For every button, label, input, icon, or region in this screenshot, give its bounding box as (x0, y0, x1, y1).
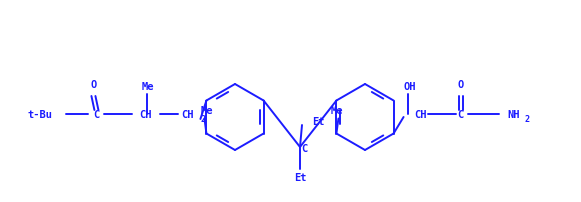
Text: Et: Et (312, 116, 324, 126)
Text: Me: Me (141, 82, 153, 92)
Text: C: C (457, 109, 464, 119)
Text: O: O (457, 80, 464, 89)
Text: CH: CH (181, 109, 193, 119)
Text: O: O (90, 80, 96, 89)
Text: 2: 2 (525, 114, 529, 123)
Text: CH: CH (139, 109, 152, 119)
Text: 2: 2 (200, 114, 206, 123)
Text: OH: OH (403, 82, 416, 92)
Text: t-Bu: t-Bu (27, 109, 52, 119)
Text: C: C (94, 109, 99, 119)
Text: CH: CH (415, 109, 427, 119)
Text: Me: Me (330, 105, 343, 115)
Text: NH: NH (508, 109, 520, 119)
Text: C: C (301, 143, 307, 153)
Text: Me: Me (200, 105, 213, 115)
Text: Et: Et (294, 172, 306, 182)
